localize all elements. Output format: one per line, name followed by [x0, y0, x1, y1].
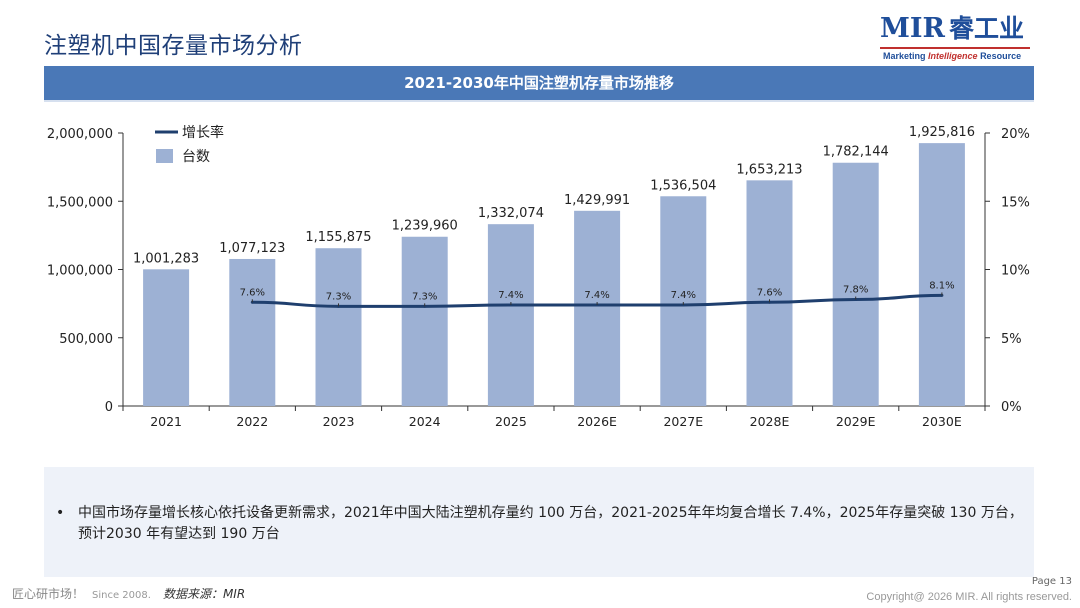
bar-value-label: 1,429,991 — [564, 193, 630, 208]
bar — [574, 210, 621, 406]
bar-value-label: 1,925,816 — [909, 125, 975, 140]
summary-note: • 中国市场存量增长核心依托设备更新需求，2021年中国大陆注塑机存量约 100… — [44, 467, 1034, 577]
x-tick-label: 2029E — [836, 414, 876, 429]
x-tick-label: 2030E — [922, 414, 962, 429]
x-tick-label: 2028E — [750, 414, 790, 429]
logo-sub-a: Marketing — [883, 51, 926, 61]
growth-rate-label: 8.1% — [929, 280, 954, 291]
x-tick-label: 2021 — [150, 414, 182, 429]
x-tick-label: 2024 — [409, 414, 441, 429]
logo-tagline: Marketing Intelligence Resource — [883, 51, 1021, 61]
page-number: Page 13 — [1031, 576, 1072, 587]
y-left-tick-label: 0 — [105, 400, 113, 415]
bar-value-label: 1,653,213 — [736, 162, 802, 177]
growth-rate-label: 7.8% — [843, 285, 868, 296]
growth-rate-label: 7.4% — [671, 290, 696, 301]
logo-underline — [880, 47, 1030, 49]
bar — [746, 180, 793, 406]
growth-rate-label: 7.6% — [757, 287, 782, 298]
legend-bar-swatch — [156, 149, 173, 163]
logo-sub-c: Resource — [980, 51, 1022, 61]
note-bullet: • — [56, 505, 65, 521]
footer-slogan: 匠心研市场！ — [12, 587, 85, 601]
bar-value-label: 1,001,283 — [133, 251, 199, 266]
bar-value-label: 1,155,875 — [305, 230, 371, 245]
page-title: 注塑机中国存量市场分析 — [44, 33, 303, 59]
bar-value-label: 1,239,960 — [392, 219, 458, 234]
mir-logo: MIR 睿工业 Marketing Intelligence Resource — [880, 14, 1040, 64]
bar — [918, 143, 965, 407]
y-right-tick-label: 0% — [1001, 400, 1022, 415]
y-left-tick-label: 2,000,000 — [47, 127, 113, 142]
legend-line-label: 增长率 — [182, 124, 224, 141]
bar — [832, 162, 879, 406]
y-right-tick-label: 15% — [1001, 195, 1030, 210]
bar — [401, 236, 448, 406]
y-left-tick-label: 500,000 — [59, 332, 113, 347]
chart-banner: 2021-2030年中国注塑机存量市场推移 — [44, 66, 1034, 102]
bar-value-label: 1,332,074 — [478, 206, 544, 221]
x-tick-label: 2025 — [495, 414, 527, 429]
y-left-tick-label: 1,500,000 — [47, 195, 113, 210]
bar-value-label: 1,782,144 — [823, 145, 889, 160]
x-tick-label: 2022 — [236, 414, 268, 429]
footer-since: Since 2008. — [92, 590, 151, 601]
bar-value-label: 1,536,504 — [650, 178, 716, 193]
logo-sub-b: Intelligence — [928, 51, 978, 61]
bar-value-label: 1,077,123 — [219, 241, 285, 256]
bar — [315, 248, 362, 406]
footer-left: 匠心研市场！ Since 2008. 数据来源：MIR — [12, 585, 245, 602]
bar — [660, 196, 707, 406]
growth-rate-label: 7.6% — [240, 287, 265, 298]
stock-market-chart: 0 500,000 1,000,000 1,500,000 2,000,000 0% 5% 1… — [47, 124, 1030, 429]
growth-rate-label: 7.3% — [412, 291, 437, 302]
bar — [487, 224, 534, 406]
bar — [143, 269, 190, 406]
y-left-tick-label: 1,000,000 — [47, 264, 113, 279]
logo-cn-text: 睿工业 — [948, 14, 1024, 43]
copyright: Copyright@ 2026 MIR. All rights reserved… — [866, 591, 1072, 603]
growth-rate-label: 7.3% — [326, 291, 351, 302]
legend-bar-label: 台数 — [182, 149, 210, 165]
y-right-tick-label: 20% — [1001, 127, 1030, 142]
x-tick-label: 2023 — [323, 414, 355, 429]
bar — [229, 258, 276, 406]
note-text: 中国市场存量增长核心依托设备更新需求，2021年中国大陆注塑机存量约 100 万… — [78, 505, 1023, 542]
logo-main-text: MIR — [880, 13, 945, 44]
growth-rate-label: 7.4% — [498, 290, 523, 301]
x-tick-label: 2027E — [663, 414, 703, 429]
y-right-tick-label: 10% — [1001, 264, 1030, 279]
y-right-tick-label: 5% — [1001, 332, 1022, 347]
data-source: 数据来源：MIR — [162, 587, 246, 601]
x-tick-label: 2026E — [577, 414, 617, 429]
growth-rate-label: 7.4% — [584, 290, 609, 301]
